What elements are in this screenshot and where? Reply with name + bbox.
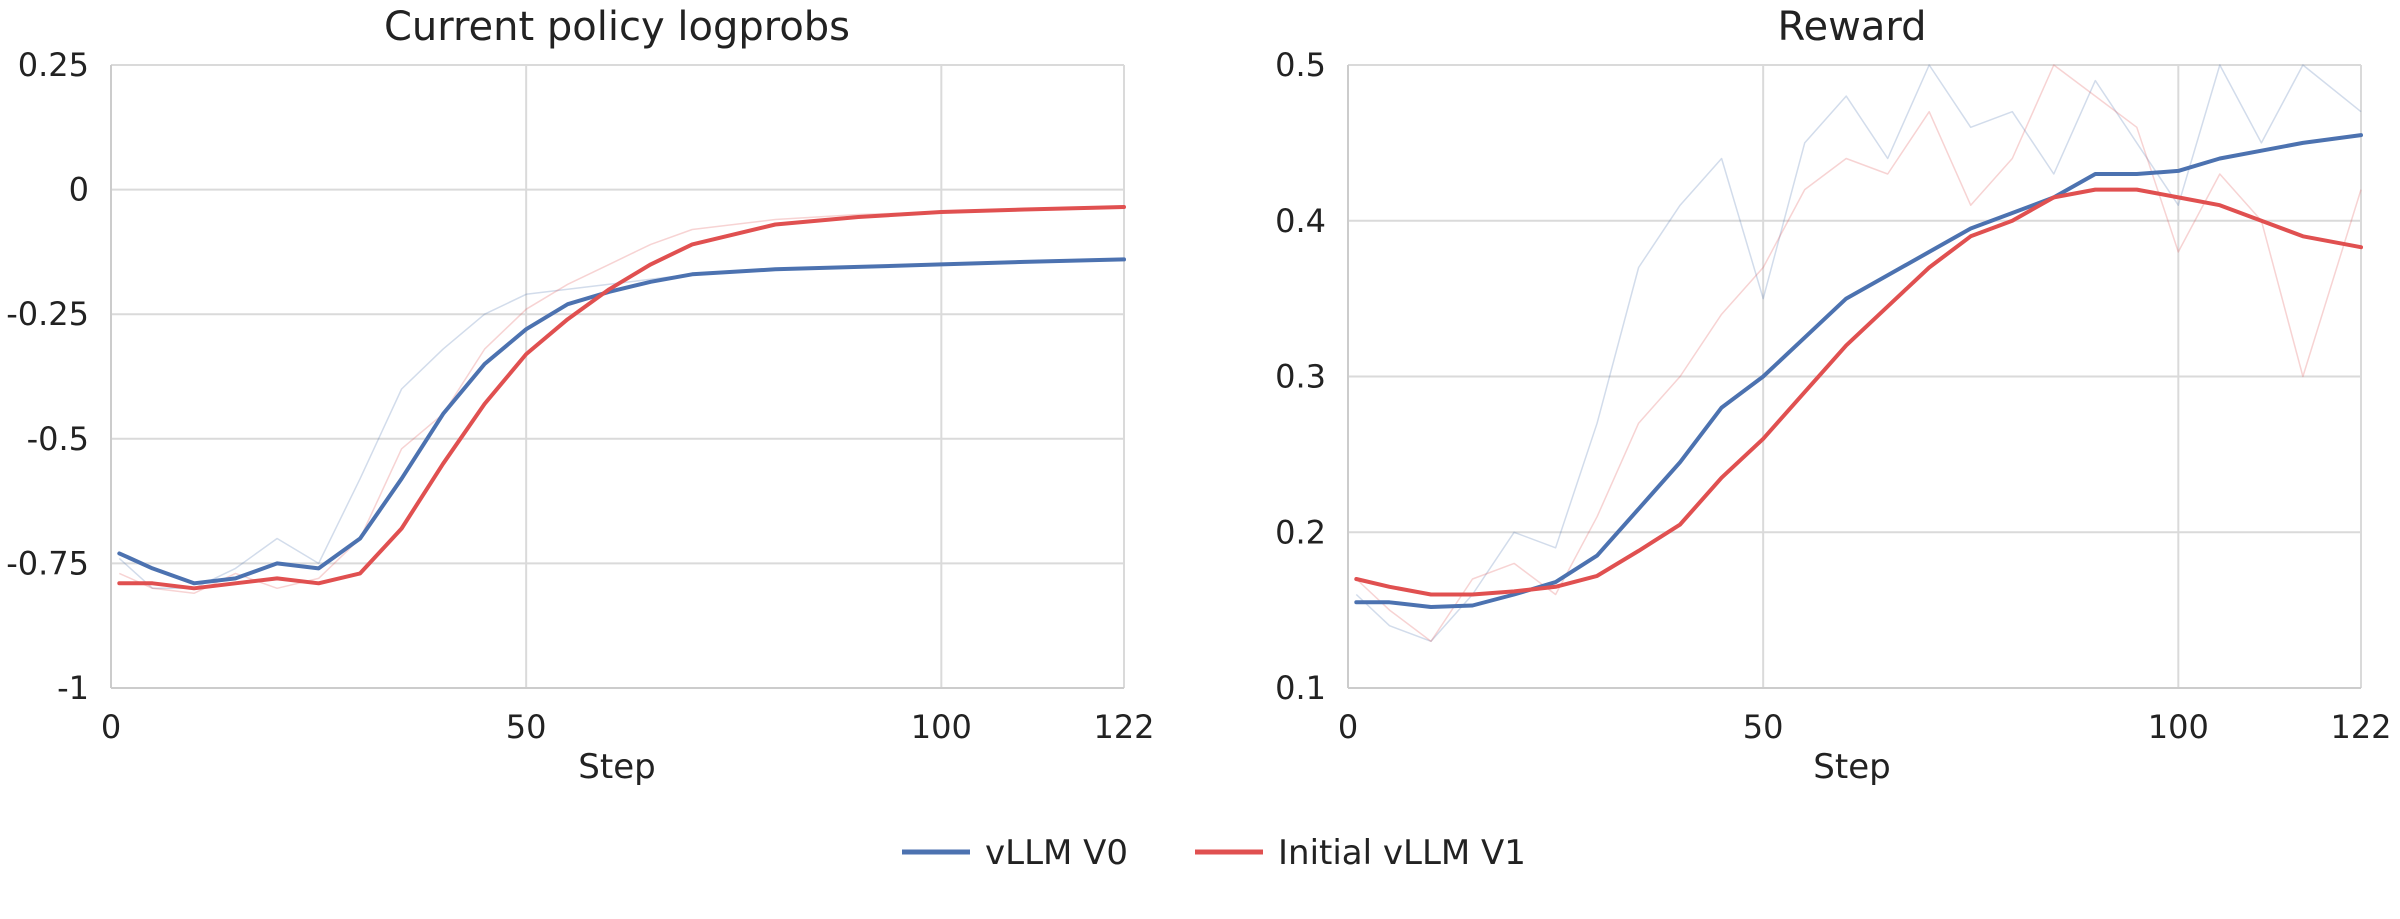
- reward-y-tick-label: 0.5: [1275, 46, 1326, 84]
- logprobs-y-tick-label: -0.5: [27, 420, 89, 458]
- logprobs-y-tick-label: 0.25: [18, 46, 89, 84]
- logprobs-tick-labels: -1 -0.75 -0.5 -0.25 0 0.25 0 50 100 122: [6, 46, 1154, 746]
- reward-y-tick-label: 0.4: [1275, 202, 1326, 240]
- logprobs-x-axis-label: Step: [578, 747, 655, 787]
- reward-raw-line-vllm-v0: [1355, 64, 2362, 643]
- legend-label-vllm-v0: vLLM V0: [985, 833, 1128, 873]
- reward-gridlines: [1347, 64, 2362, 689]
- logprobs-x-tick-label: 122: [1093, 708, 1154, 746]
- logprobs-smoothed-lines: [117, 205, 1126, 591]
- reward-y-tick-label: 0.1: [1275, 669, 1326, 707]
- logprobs-line-vllm-v0: [117, 257, 1126, 586]
- reward-line-vllm-v0: [1354, 133, 2363, 609]
- reward-line-initial-vllm-v1: [1354, 187, 2363, 597]
- reward-raw-lines: [1355, 64, 2362, 643]
- logprobs-y-tick-label: -0.75: [6, 544, 89, 582]
- logprobs-y-tick-label: -0.25: [6, 295, 89, 333]
- reward-x-tick-label: 122: [2330, 708, 2391, 746]
- reward-smoothed-lines: [1354, 133, 2363, 609]
- reward-x-tick-label: 0: [1338, 708, 1358, 746]
- logprobs-x-tick-label: 50: [506, 708, 547, 746]
- chart-legend: vLLM V0 Initial vLLM V1: [902, 833, 1526, 873]
- reward-raw-line-initial-vllm-v1: [1355, 64, 2362, 643]
- reward-x-tick-label: 100: [2148, 708, 2209, 746]
- logprobs-chart-title: Current policy logprobs: [384, 4, 850, 50]
- logprobs-y-tick-label: 0: [69, 171, 89, 209]
- logprobs-line-initial-vllm-v1: [117, 205, 1126, 591]
- logprobs-chart-panel: Current policy logprobs -1 -0.75 -0.5 -0.25…: [6, 4, 1154, 787]
- reward-chart-panel: Reward 0.1 0.2 0.3 0.4 0.5 0 50 100 122 Step: [1275, 4, 2391, 787]
- logprobs-gridlines: [110, 64, 1125, 689]
- reward-x-axis-label: Step: [1813, 747, 1890, 787]
- logprobs-y-tick-label: -1: [57, 669, 89, 707]
- reward-tick-labels: 0.1 0.2 0.3 0.4 0.5 0 50 100 122: [1275, 46, 2391, 746]
- logprobs-x-tick-label: 100: [911, 708, 972, 746]
- legend-label-initial-vllm-v1: Initial vLLM V1: [1278, 833, 1526, 873]
- reward-x-tick-label: 50: [1743, 708, 1784, 746]
- reward-chart-title: Reward: [1778, 4, 1927, 50]
- reward-y-tick-label: 0.2: [1275, 513, 1326, 551]
- logprobs-x-tick-label: 0: [101, 708, 121, 746]
- reward-y-tick-label: 0.3: [1275, 358, 1326, 396]
- logprobs-raw-line-vllm-v0: [118, 258, 1125, 590]
